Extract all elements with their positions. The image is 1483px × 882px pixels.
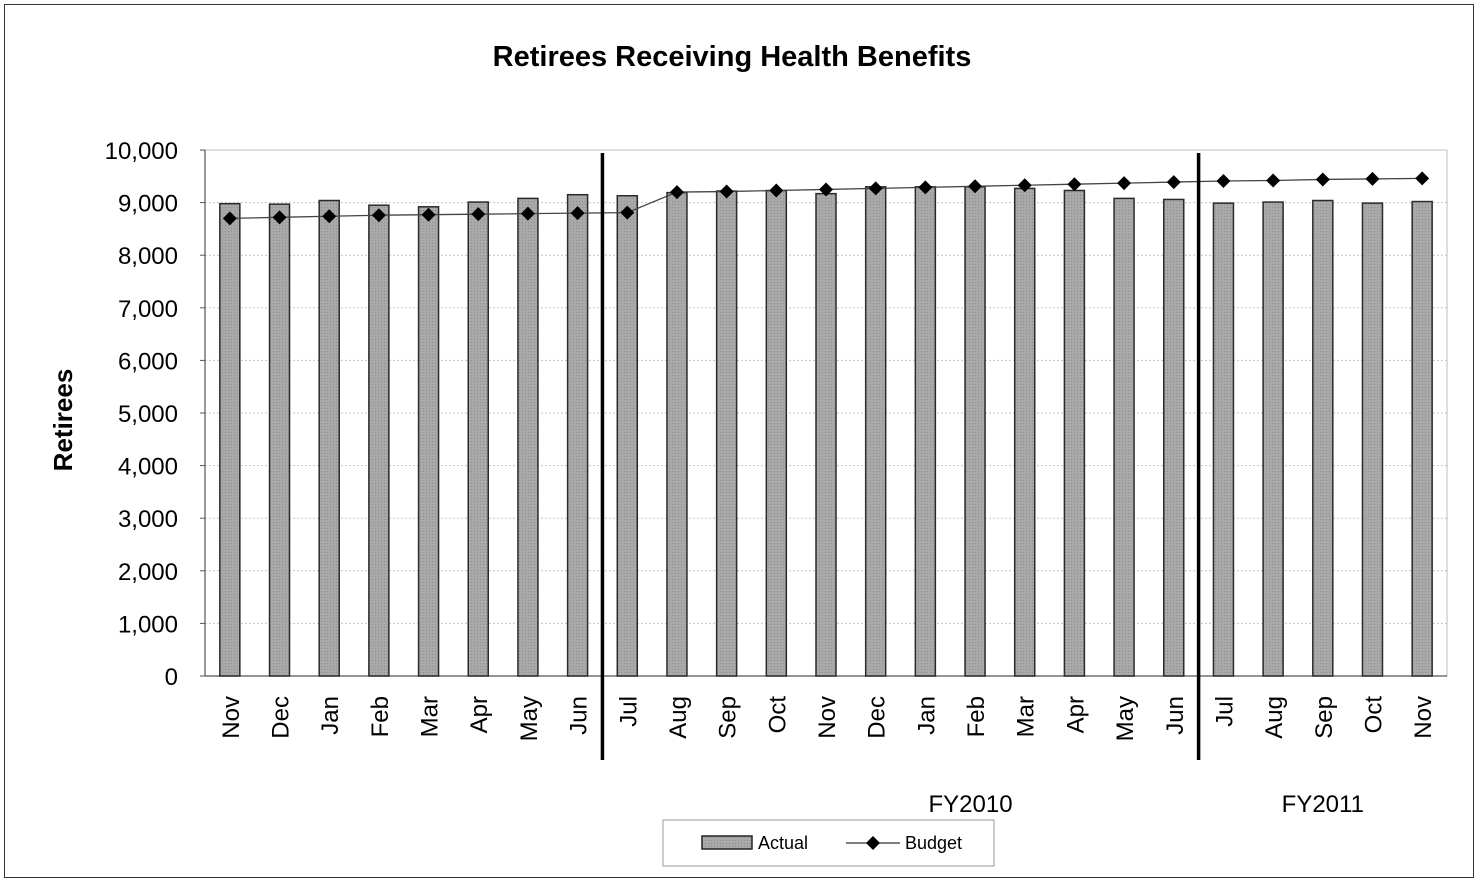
bar-actual [1013,187,1036,677]
bar-actual [368,204,390,677]
bar-actual [268,203,291,677]
x-tick-label: Sep [1311,696,1338,739]
y-tick-label: 4,000 [118,454,178,481]
fiscal-year-label: FY2011 [1282,791,1364,818]
x-tick-label: Feb [367,696,394,737]
y-tick-label: 7,000 [118,296,178,323]
bar-actual [715,190,738,677]
y-tick-label: 6,000 [118,348,178,375]
x-tick-label: Apr [466,696,493,733]
bar-actual [616,195,639,677]
budget-marker [918,180,933,195]
budget-marker [819,182,833,197]
bar-actual [417,206,440,677]
x-tick-label: Jan [317,696,344,735]
x-tick-label: Mar [417,696,444,737]
x-tick-label: Nov [814,696,841,739]
x-tick-label: Oct [764,696,791,734]
y-tick-label: 1,000 [118,611,178,638]
y-tick-label: 0 [165,664,178,691]
bar-actual [1361,202,1384,677]
legend-actual-label: Actual [758,833,808,853]
chart-title: Retirees Receiving Health Benefits [493,41,972,73]
bar-actual [517,197,539,677]
x-tick-label: Jun [566,696,593,735]
x-tick-label: Jun [1162,696,1189,735]
bar-actual [566,193,589,677]
bar-actual [1063,189,1086,677]
budget-marker [1216,174,1231,189]
x-tick-label: Jul [1211,696,1238,727]
x-tick-label: Jul [615,696,642,727]
budget-marker [421,207,436,222]
y-tick-label: 3,000 [118,506,178,533]
budget-marker [222,211,237,226]
bar-actual [815,192,837,677]
x-tick-label: Nov [1410,696,1437,739]
x-tick-label: Mar [1013,696,1040,737]
budget-marker [520,206,535,221]
x-tick-label: Feb [963,696,990,737]
bar-actual [1212,202,1235,677]
y-tick-label: 9,000 [118,191,178,218]
y-tick-label: 10,000 [105,138,178,165]
plot-area: 0 1,000 2,000 3,000 4,000 5,000 6,000 7,000 8,00… [105,138,1448,760]
bar-actual [1113,197,1135,677]
y-tick-label: 8,000 [118,243,178,270]
x-tick-label: Jan [913,696,940,735]
x-tick-label: May [516,696,543,741]
budget-marker [868,181,883,196]
y-tick-label: 2,000 [118,559,178,586]
budget-marker [570,206,585,221]
bar-actual [1163,198,1185,677]
budget-marker [1166,175,1181,190]
fiscal-year-label: FY2010 [928,791,1012,818]
budget-marker [471,207,486,222]
x-tick-label: Nov [218,696,245,739]
budget-marker [1266,173,1281,188]
budget-marker [719,184,734,199]
legend-budget-marker [866,836,880,850]
budget-marker [1315,172,1330,187]
x-tick-label: Dec [864,696,891,739]
legend: Actual Budget [662,819,995,867]
legend-budget-label: Budget [905,833,962,853]
bar-actual [219,202,241,677]
budget-marker [272,210,287,225]
bar-actual [666,191,688,677]
budget-marker [669,185,684,200]
bar-actual [467,201,489,677]
budget-marker [1117,176,1132,191]
x-tick-label: Aug [1261,696,1288,739]
budget-marker [620,205,635,220]
bar-actual [765,189,788,677]
bar-actual [318,199,340,677]
x-tick-label: Aug [665,696,692,739]
chart-frame [4,4,1474,878]
budget-marker [371,208,386,223]
y-tick-label: 5,000 [118,401,178,428]
x-tick-label: May [1112,696,1139,741]
budget-marker [1365,171,1380,186]
x-tick-label: Dec [268,696,295,739]
bar-actual [914,186,937,677]
budget-marker [1017,178,1032,193]
budget-marker [1415,171,1430,186]
budget-marker [322,209,337,224]
bar-actual [1411,200,1433,677]
bar-actual [864,186,887,677]
budget-marker [1067,177,1082,192]
bar-actual [1312,199,1334,677]
y-axis-label: Retirees [48,369,78,472]
x-tick-label: Apr [1062,696,1089,733]
bar-actual [1262,201,1284,677]
budget-marker [769,183,784,198]
x-tick-label: Sep [715,696,742,739]
legend-actual-swatch [701,835,753,850]
bar-actual [964,186,986,677]
budget-marker [968,179,983,194]
x-tick-label: Oct [1360,696,1387,734]
